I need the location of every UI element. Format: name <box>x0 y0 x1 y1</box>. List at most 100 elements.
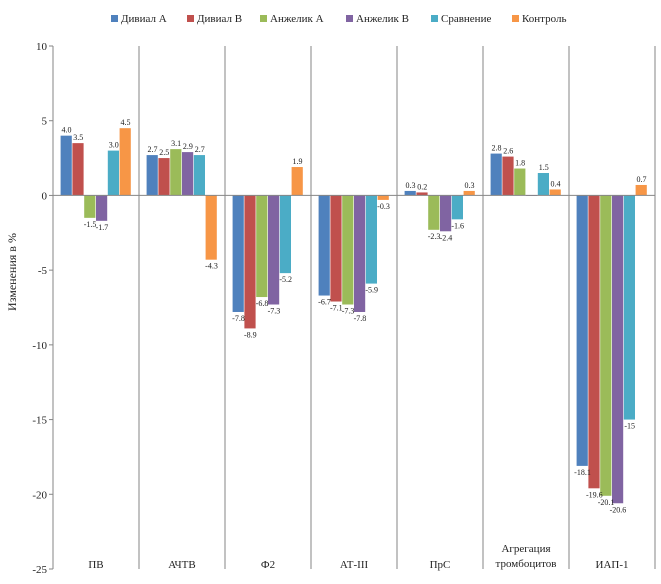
data-label: 1.5 <box>539 163 549 172</box>
data-label: 0.3 <box>465 181 475 190</box>
bar <box>502 156 514 196</box>
category-label: ПрС <box>430 559 451 571</box>
legend-swatch <box>111 15 118 22</box>
data-label: -7.3 <box>268 307 281 316</box>
data-label: 2.8 <box>492 144 502 153</box>
bar <box>193 155 205 196</box>
bar <box>268 195 280 305</box>
bar <box>416 192 428 196</box>
bars <box>60 128 647 504</box>
bar <box>146 155 158 196</box>
data-label: -1.7 <box>96 223 109 232</box>
bar <box>612 195 624 504</box>
data-label: 3.5 <box>73 133 83 142</box>
data-label: 0.7 <box>637 175 647 184</box>
data-label: -7.8 <box>232 314 245 323</box>
data-label: -4.3 <box>205 262 218 271</box>
bar <box>244 195 256 329</box>
bar <box>330 195 342 302</box>
y-axis-label: Изменения в % <box>5 233 19 311</box>
data-label: -7.1 <box>330 304 343 313</box>
category-label: АТ-III <box>340 559 369 571</box>
y-tick-label: -15 <box>32 415 47 427</box>
data-label: -19.6 <box>586 490 603 499</box>
data-label: -2.3 <box>428 232 441 241</box>
legend-label: Контроль <box>522 13 566 25</box>
legend-swatch <box>431 15 438 22</box>
bar <box>514 168 526 196</box>
bar <box>72 143 84 196</box>
bar <box>440 195 452 232</box>
bar <box>588 195 600 489</box>
legend-swatch <box>260 15 267 22</box>
legend: Дивиал А Дивиал В Анжелик А Анжелик В Сравне… <box>111 13 566 25</box>
bar <box>256 195 268 298</box>
bar <box>377 195 389 200</box>
data-label: 2.6 <box>503 147 513 156</box>
legend-label: Сравнение <box>441 13 491 25</box>
y-tick-label: 10 <box>36 41 48 53</box>
bar <box>84 195 96 218</box>
bar <box>354 195 366 312</box>
category-label: Ф2 <box>261 559 275 571</box>
bar <box>119 128 131 196</box>
x-axis: ПВ АЧТВ Ф2 АТ-III ПрС Агрегация тромбоцитов ИАП… <box>53 194 655 571</box>
category-label: ИАП-1 <box>596 559 629 571</box>
data-label: -5.2 <box>279 275 292 284</box>
data-label: -8.9 <box>244 330 257 339</box>
bar <box>600 195 612 496</box>
data-label: 2.7 <box>195 145 205 154</box>
bar <box>291 167 303 196</box>
bar <box>158 158 170 196</box>
data-label: 2.7 <box>148 145 158 154</box>
data-label: -20.1 <box>598 498 615 507</box>
category-label: Агрегация тромбоцитов <box>496 543 557 570</box>
legend-label: Дивиал А <box>121 13 167 25</box>
y-axis: 10 5 0 -5 -10 -15 -20 -25 <box>32 41 54 576</box>
bar <box>463 190 475 196</box>
bar <box>576 195 588 466</box>
bar <box>537 173 549 196</box>
bar <box>623 195 635 420</box>
data-label: 4.0 <box>62 126 72 135</box>
y-tick-label: -10 <box>32 340 47 352</box>
bar <box>549 189 561 196</box>
bar <box>635 184 647 196</box>
data-label: 3.0 <box>109 141 119 150</box>
category-dividers <box>138 46 656 569</box>
legend-swatch <box>512 15 519 22</box>
y-tick-label: -25 <box>32 564 47 576</box>
data-label: 1.8 <box>515 159 525 168</box>
legend-label: Дивиал В <box>197 13 242 25</box>
bar <box>107 150 119 196</box>
data-label: -15 <box>624 422 635 431</box>
data-label: -0.3 <box>377 202 390 211</box>
data-label: -7.8 <box>354 314 367 323</box>
y-tick-label: -20 <box>32 489 47 501</box>
data-label: 0.4 <box>551 179 561 188</box>
data-label: -20.6 <box>610 505 627 514</box>
data-label: -18.1 <box>574 468 591 477</box>
data-label: 3.1 <box>171 139 181 148</box>
legend-swatch <box>187 15 194 22</box>
y-tick-label: 5 <box>42 116 48 128</box>
y-tick-label: -5 <box>38 265 48 277</box>
data-label: 2.9 <box>183 142 193 151</box>
data-label: -7.3 <box>342 307 355 316</box>
bar <box>318 195 330 296</box>
data-label: -1.5 <box>84 220 97 229</box>
data-label: 0.2 <box>417 182 427 191</box>
bar <box>490 153 502 196</box>
data-label: -2.4 <box>440 233 453 242</box>
legend-label: Анжелик А <box>270 13 324 25</box>
category-label: ПВ <box>88 559 103 571</box>
bar <box>365 195 377 284</box>
data-label: -6.7 <box>318 298 331 307</box>
legend-label: Анжелик В <box>356 13 409 25</box>
data-label: 2.5 <box>159 148 169 157</box>
bar <box>232 195 244 312</box>
data-labels: 4.0 2.7 -7.8 -6.7 0.3 2.8 -18.1 3.5 2.5 -8.9 -7.1 0… <box>62 118 647 514</box>
bar <box>279 195 291 274</box>
bar <box>451 195 463 220</box>
